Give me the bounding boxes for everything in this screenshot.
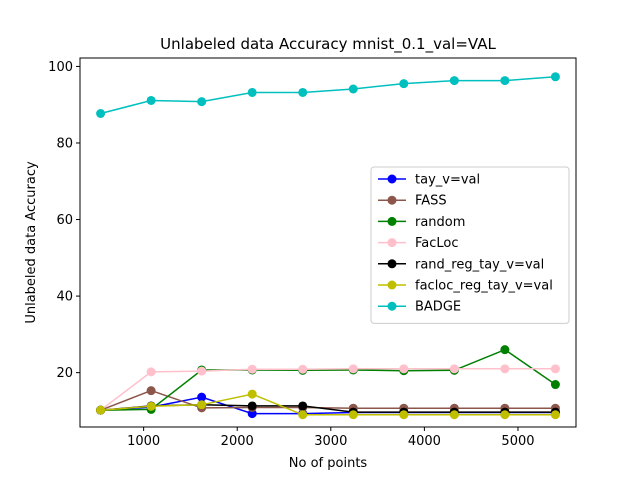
data-point: [348, 364, 358, 374]
y-tick-label: 20: [56, 366, 73, 381]
data-point: [550, 364, 560, 374]
data-point: [96, 405, 106, 415]
legend-item: BADGE: [378, 300, 461, 315]
x-tick-label: 1000: [127, 434, 160, 449]
legend-item: FASS: [378, 194, 447, 209]
x-tick-label: 2000: [221, 434, 254, 449]
data-point: [197, 97, 207, 107]
series-badge: [96, 72, 560, 119]
legend-item: tay_v=val: [378, 173, 480, 188]
data-point: [399, 364, 409, 374]
y-tick-label: 60: [56, 213, 73, 228]
legend-item: facloc_reg_tay_v=val: [378, 279, 553, 294]
series-facloc-reg-tay-v-val: [96, 389, 560, 420]
x-tick-label: 5000: [501, 434, 534, 449]
legend-marker: [387, 259, 397, 269]
data-point: [298, 401, 308, 411]
data-point: [197, 392, 207, 402]
series-facloc: [96, 364, 560, 415]
legend-item: rand_reg_tay_v=val: [378, 257, 544, 272]
data-point: [449, 364, 459, 374]
legend-marker: [387, 216, 397, 226]
y-tick-label: 40: [56, 290, 73, 305]
data-point: [197, 400, 207, 410]
legend-marker: [387, 195, 397, 205]
plot-frame: [79, 57, 577, 428]
series-line: [100, 76, 556, 115]
data-point: [197, 366, 207, 376]
legend-item: FacLoc: [378, 236, 459, 251]
legend-frame: [370, 166, 570, 324]
legend: tay_v=val FASS random FacLoc rand_reg_tay_v=…: [370, 166, 570, 324]
data-point: [550, 410, 560, 420]
data-point: [247, 389, 257, 399]
data-point: [146, 367, 156, 377]
data-point: [348, 84, 358, 94]
legend-marker: [387, 174, 397, 184]
legend-label: BADGE: [415, 300, 461, 315]
data-point: [96, 109, 106, 119]
data-point: [298, 87, 308, 97]
x-axis-label: No of points: [289, 456, 368, 471]
legend-item: random: [378, 215, 465, 230]
legend-label: rand_reg_tay_v=val: [415, 257, 544, 272]
data-point: [146, 386, 156, 396]
legend-label: tay_v=val: [415, 173, 480, 188]
x-tick-label: 4000: [408, 434, 441, 449]
data-point: [399, 410, 409, 420]
series-line: [100, 389, 556, 411]
data-point: [146, 95, 156, 105]
y-axis: 20 40 60 80 100: [48, 60, 80, 381]
data-point: [550, 72, 560, 82]
data-point: [247, 401, 257, 411]
series-layer: [96, 72, 560, 420]
data-point: [399, 79, 409, 89]
data-point: [146, 401, 156, 411]
data-point: [247, 364, 257, 374]
data-point: [500, 345, 510, 355]
data-point: [449, 76, 459, 86]
legend-label: FacLoc: [415, 236, 459, 251]
data-point: [298, 410, 308, 420]
data-point: [550, 380, 560, 390]
legend-label: facloc_reg_tay_v=val: [415, 279, 553, 294]
y-tick-label: 80: [56, 136, 73, 151]
y-axis-label: Unlabeled data Accuracy: [24, 161, 39, 324]
series-line: [100, 368, 556, 411]
legend-label: random: [415, 215, 465, 230]
data-point: [298, 364, 308, 374]
data-point: [500, 76, 510, 86]
data-point: [500, 410, 510, 420]
legend-marker: [387, 280, 397, 290]
legend-marker: [387, 238, 397, 248]
data-point: [348, 410, 358, 420]
x-axis: 1000 2000 3000 4000 5000: [127, 427, 535, 449]
y-tick-label: 100: [48, 60, 73, 75]
x-tick-label: 3000: [314, 434, 347, 449]
series-line: [100, 348, 556, 411]
data-point: [247, 87, 257, 97]
series-line: [100, 393, 556, 416]
legend-label: FASS: [415, 194, 447, 209]
legend-marker: [387, 301, 397, 311]
chart-title: Unlabeled data Accuracy mnist_0.1_val=VA…: [160, 35, 496, 54]
data-point: [500, 364, 510, 374]
data-point: [449, 410, 459, 420]
